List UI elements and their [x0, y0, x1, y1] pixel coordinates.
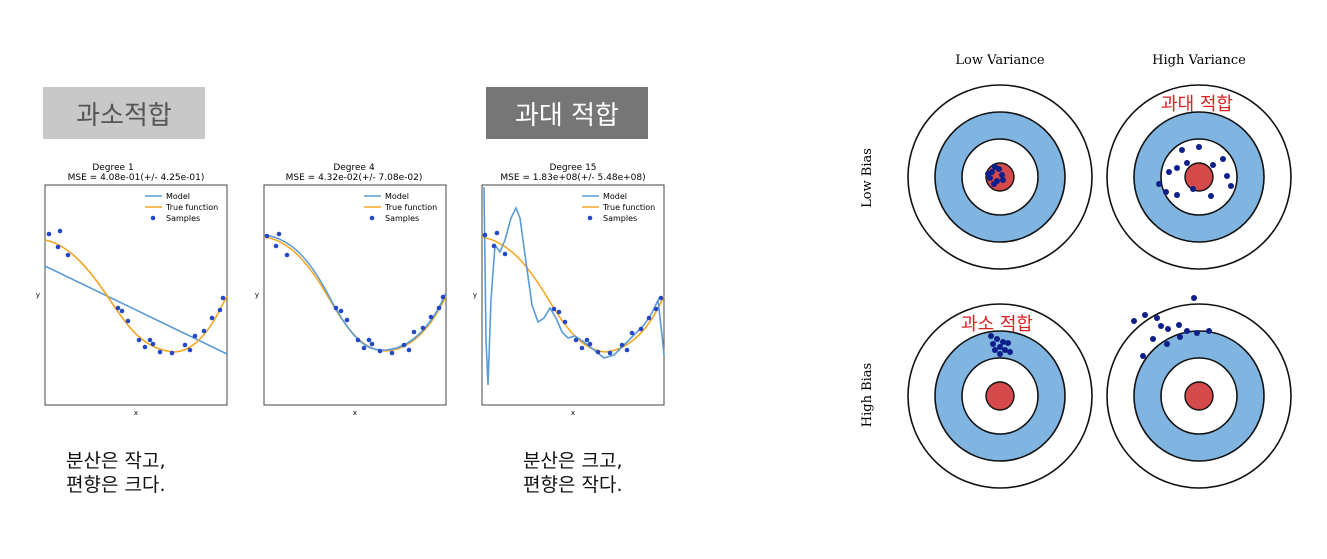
x-axis-label: x — [353, 409, 357, 417]
overfit-annotation: 과대 적합 — [1161, 94, 1233, 115]
caption-line: 분산은 크고, — [523, 450, 623, 472]
polynomial-fit-plots: Degree 1 MSE = 4.08e-01(+/- 4.25e-01) Mo… — [36, 163, 665, 417]
hit-dots — [985, 164, 1006, 187]
model-line — [483, 186, 665, 386]
y-axis-label: y — [36, 291, 40, 299]
plot-title: Degree 15 — [549, 163, 596, 173]
plot-degree-4: Degree 4 MSE = 4.32e-02(+/- 7.08e-02) Mo… — [255, 163, 447, 417]
plot-mse: MSE = 4.08e-01(+/- 4.25e-01) — [68, 173, 205, 183]
row-label-high-bias: High Bias — [860, 363, 875, 427]
target-high-bias-low-variance: 과소 적합 — [907, 303, 1093, 489]
caption-line: 편향은 작다. — [523, 474, 623, 496]
svg-text:True function: True function — [165, 203, 218, 212]
legend: Model True function Samples — [582, 192, 655, 223]
plot-degree-15: Degree 15 MSE = 1.83e+08(+/- 5.48e+08) M… — [473, 163, 665, 417]
caption-underfit: 분산은 작고, 편향은 크다. — [66, 449, 236, 497]
overfit-tag: 과대 적합 — [486, 87, 648, 139]
svg-text:Samples: Samples — [166, 214, 200, 223]
hit-dots — [988, 333, 1013, 357]
caption-line: 편향은 크다. — [66, 474, 166, 496]
svg-text:Model: Model — [603, 192, 627, 201]
plot-mse: MSE = 1.83e+08(+/- 5.48e+08) — [500, 173, 645, 183]
model-line — [263, 234, 447, 351]
svg-text:True function: True function — [384, 203, 437, 212]
target-high-bias-high-variance — [1106, 295, 1292, 489]
target-low-bias-high-variance: 과대 적합 — [1106, 84, 1292, 270]
target-low-bias-low-variance — [907, 84, 1093, 270]
hit-dots — [1156, 144, 1234, 199]
y-axis-label: y — [255, 291, 259, 299]
sample-dots — [482, 230, 664, 356]
sample-dots — [264, 231, 446, 356]
column-label-low-variance: Low Variance — [955, 53, 1044, 68]
x-axis-label: x — [134, 409, 138, 417]
sample-dots — [46, 228, 226, 356]
y-axis-label: y — [473, 291, 477, 299]
svg-text:Model: Model — [385, 192, 409, 201]
column-label-high-variance: High Variance — [1152, 53, 1246, 68]
plot-frame — [481, 184, 665, 406]
bias-variance-targets: Low Variance High Variance Low Bias High… — [860, 53, 1292, 489]
row-label-low-bias: Low Bias — [860, 148, 875, 208]
plot-frame — [263, 184, 447, 406]
plot-mse: MSE = 4.32e-02(+/- 7.08e-02) — [286, 173, 423, 183]
svg-text:True function: True function — [602, 203, 655, 212]
svg-text:Samples: Samples — [603, 214, 637, 223]
plot-degree-1: Degree 1 MSE = 4.08e-01(+/- 4.25e-01) Mo… — [36, 163, 228, 417]
legend: Model True function Samples — [145, 192, 218, 223]
underfit-tag: 과소적합 — [43, 87, 205, 139]
plot-frame — [44, 184, 228, 406]
legend: Model True function Samples — [364, 192, 437, 223]
x-axis-label: x — [571, 409, 575, 417]
model-line — [44, 265, 228, 355]
svg-text:Samples: Samples — [385, 214, 419, 223]
caption-line: 분산은 작고, — [66, 450, 166, 472]
svg-text:Model: Model — [166, 192, 190, 201]
plot-title: Degree 1 — [92, 163, 133, 173]
underfit-annotation: 과소 적합 — [961, 314, 1033, 335]
hit-dots — [1131, 295, 1212, 359]
caption-overfit: 분산은 크고, 편향은 작다. — [523, 449, 693, 497]
plot-title: Degree 4 — [333, 163, 375, 173]
